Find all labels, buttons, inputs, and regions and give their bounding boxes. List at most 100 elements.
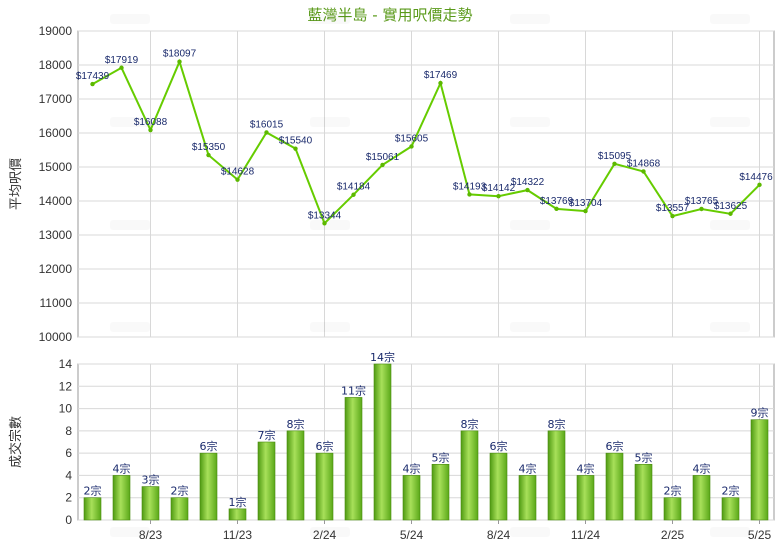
watermark-mark (710, 527, 750, 537)
price-data-label: $15061 (366, 152, 400, 163)
price-data-label: $13557 (656, 203, 690, 214)
x-tick-label: 11/24 (571, 528, 600, 542)
line-y-tick-label: 10000 (39, 330, 73, 344)
x-tick-label: 11/23 (223, 528, 252, 542)
deal-count-bar (750, 419, 769, 521)
x-tick-label: 5/25 (748, 528, 772, 542)
price-data-label: $14184 (337, 182, 371, 193)
deal-count-bar (547, 430, 566, 521)
deal-count-bar (170, 497, 189, 521)
price-point (583, 208, 588, 214)
price-data-label: $13769 (540, 196, 574, 207)
line-y-tick-label: 14000 (39, 194, 73, 208)
deal-count-bar (576, 475, 595, 521)
line-y-tick-label: 16000 (39, 126, 73, 140)
price-point (380, 162, 385, 168)
price-point (409, 144, 414, 149)
deal-count-bar (112, 475, 131, 521)
deal-count-label: 11宗 (341, 383, 366, 397)
line-y-tick-label: 17000 (39, 92, 73, 106)
price-point (90, 81, 95, 87)
watermark-mark (110, 322, 150, 332)
price-data-label: $15350 (192, 142, 226, 153)
deal-count-label: 3宗 (142, 473, 160, 487)
deal-count-bar (315, 452, 334, 521)
x-tick-label: 2/24 (313, 528, 337, 542)
line-y-tick-label: 13000 (39, 228, 73, 242)
price-data-label: $14476 (739, 172, 773, 183)
price-data-label: $13344 (308, 210, 342, 221)
deal-count-label: 2宗 (171, 484, 189, 498)
price-point (525, 187, 530, 193)
deal-count-label: 5宗 (432, 450, 450, 464)
line-y-axis-label: 平均呎價 (9, 158, 24, 210)
deal-count-bar (228, 508, 247, 521)
deal-count-bar (663, 497, 682, 521)
watermark-mark (710, 14, 750, 24)
price-point (728, 211, 733, 216)
deal-count-label: 1宗 (229, 495, 247, 509)
price-data-label: $16015 (250, 119, 284, 130)
price-series-line (92, 58, 761, 226)
price-data-label: $13625 (714, 201, 748, 212)
price-point (757, 182, 762, 188)
deal-count-bar (692, 475, 711, 521)
price-data-label: $17469 (424, 70, 458, 81)
watermark-mark (710, 220, 750, 230)
deal-count-label: 6宗 (316, 439, 334, 453)
deal-count-bar (83, 497, 102, 521)
deal-count-bar (489, 452, 508, 521)
x-tick-label: 2/25 (661, 528, 685, 542)
price-point (148, 127, 153, 133)
line-y-tick-label: 19000 (39, 24, 73, 38)
watermark-mark (310, 14, 350, 24)
watermark-mark (510, 117, 550, 127)
deal-count-label: 2宗 (84, 484, 102, 498)
deal-count-label: 5宗 (635, 450, 653, 464)
deal-count-bar (431, 463, 450, 521)
price-point (612, 161, 617, 166)
deal-count-label: 14宗 (370, 350, 395, 364)
deal-count-label: 8宗 (548, 417, 566, 431)
price-point (235, 177, 240, 182)
bar-y-tick-label: 0 (65, 513, 72, 527)
line-plot-area (77, 30, 775, 338)
price-point (641, 169, 646, 174)
chart-title: 藍灣半島 - 實用呎價走勢 (307, 6, 473, 24)
watermark-mark (310, 322, 350, 332)
bar-y-tick-label: 8 (65, 424, 72, 438)
x-tick-label: 8/24 (487, 528, 511, 542)
deal-count-label: 4宗 (693, 461, 711, 475)
bar-y-tick-label: 10 (59, 402, 73, 416)
line-y-tick-label: 11000 (40, 296, 73, 310)
price-data-label: $13765 (685, 196, 719, 207)
price-point (438, 80, 443, 86)
price-point (496, 193, 501, 199)
line-y-tick-label: 18000 (39, 58, 73, 72)
price-point (351, 192, 356, 197)
deal-count-label: 6宗 (490, 439, 508, 453)
deal-count-bar (402, 475, 421, 521)
price-data-label: $15095 (598, 151, 632, 162)
deal-count-bar (460, 430, 479, 521)
deal-count-bar (518, 475, 537, 521)
bar-y-tick-label: 12 (59, 379, 73, 393)
price-data-label: $14142 (482, 183, 516, 194)
deal-count-label: 4宗 (403, 461, 421, 475)
watermark-mark (110, 220, 150, 230)
price-data-label: $16088 (134, 117, 168, 128)
deal-count-bar (721, 497, 740, 521)
price-data-label: $17439 (76, 71, 110, 82)
deal-count-label: 2宗 (722, 484, 740, 498)
price-data-label: $18097 (163, 49, 197, 60)
price-data-label: $14322 (511, 177, 545, 188)
price-point (293, 146, 298, 151)
line-y-tick-label: 15000 (39, 160, 73, 174)
price-point (177, 59, 182, 64)
watermark-mark (510, 322, 550, 332)
deal-count-bar (199, 452, 218, 521)
watermark-mark (310, 220, 350, 230)
deal-count-bar (373, 363, 392, 521)
